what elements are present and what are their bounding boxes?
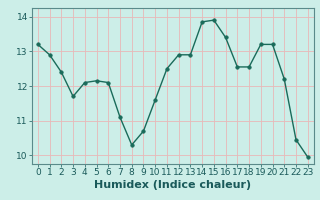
X-axis label: Humidex (Indice chaleur): Humidex (Indice chaleur) [94, 180, 252, 190]
